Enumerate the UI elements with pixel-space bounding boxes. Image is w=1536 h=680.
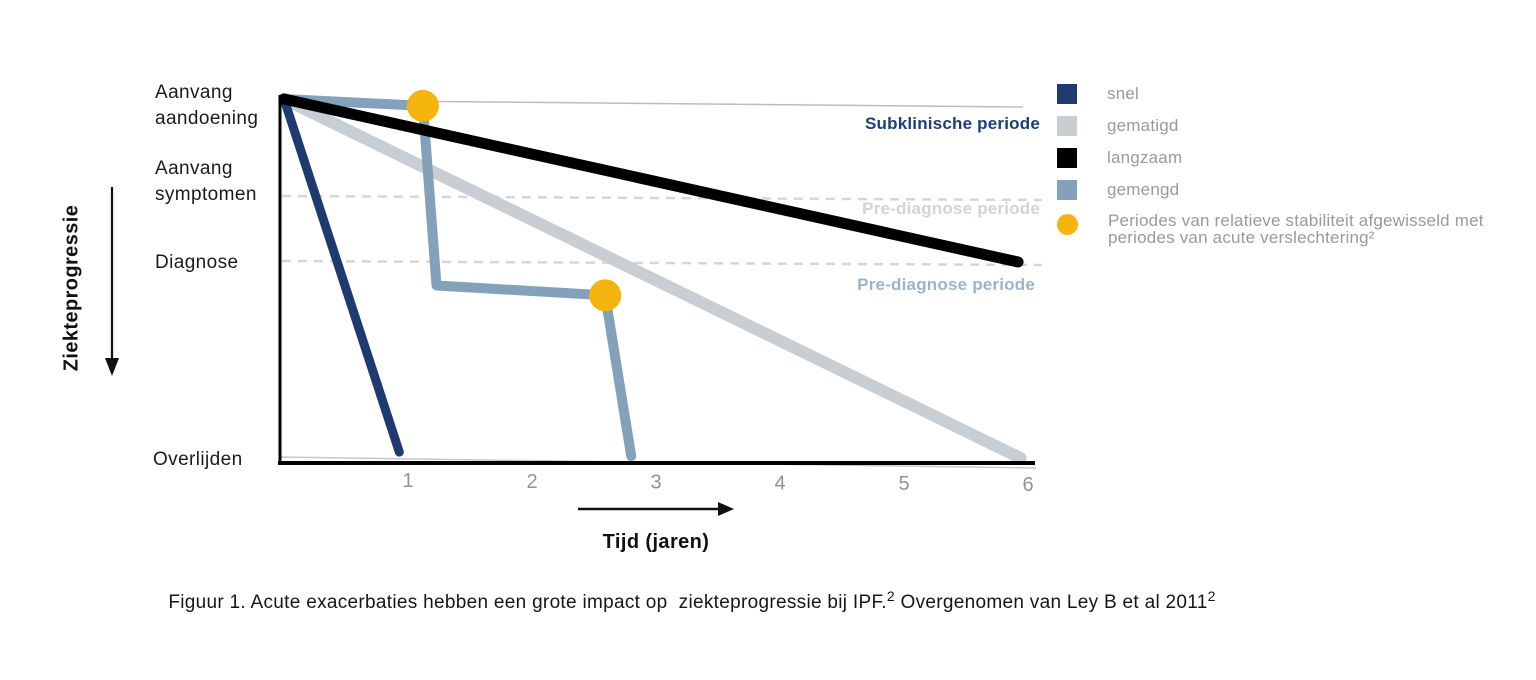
legend-label-langzaam: langzaam bbox=[1107, 148, 1183, 167]
legend-item-gematigd: gematigd bbox=[1057, 116, 1497, 136]
exacerbation-marker-1 bbox=[406, 89, 439, 122]
legend-swatch-snel bbox=[1057, 84, 1077, 104]
time-arrow-icon bbox=[578, 502, 734, 516]
y-stage-label-aanvang-symptomen: Aanvang symptomen bbox=[155, 158, 257, 205]
legend-swatch-langzaam bbox=[1057, 148, 1077, 168]
legend: snel gematigd langzaam gemengd Periodes … bbox=[1057, 84, 1497, 258]
annotation-prediagnose-periode-1: Pre-diagnose periode bbox=[862, 199, 1040, 218]
progression-arrow-icon bbox=[105, 187, 119, 376]
legend-item-snel: snel bbox=[1057, 84, 1497, 104]
series-line-gematigd bbox=[278, 93, 1027, 464]
exacerbation-marker-2 bbox=[589, 279, 622, 312]
x-axis-title: Tijd (jaren) bbox=[602, 531, 710, 553]
x-tick-5: 5 bbox=[898, 473, 909, 495]
series-lines bbox=[278, 93, 1027, 464]
legend-label-exacerbaties: Periodes van relatieve stabiliteit afgew… bbox=[1108, 211, 1484, 247]
series-line-snel bbox=[279, 94, 404, 457]
legend-label-gemengd: gemengd bbox=[1107, 180, 1180, 199]
caption-superscript-2: 2 bbox=[1207, 588, 1216, 604]
legend-label-gematigd: gematigd bbox=[1107, 116, 1179, 135]
legend-swatch-exacerbatie-dot bbox=[1057, 214, 1078, 235]
x-tick-labels: 1 2 3 4 5 6 bbox=[402, 470, 1033, 496]
figure-caption: Figuur 1. Acute exacerbaties hebben een … bbox=[146, 570, 1216, 636]
axes bbox=[278, 95, 1035, 465]
legend-item-langzaam: langzaam bbox=[1057, 148, 1497, 168]
x-tick-2: 2 bbox=[526, 471, 537, 493]
y-axis-title: Ziekteprogressie bbox=[60, 204, 83, 372]
annotation-prediagnose-periode-2: Pre-diagnose periode bbox=[857, 275, 1035, 294]
y-stage-label-aanvang-aandoening: Aanvang aandoening bbox=[155, 82, 259, 129]
legend-item-exacerbaties: Periodes van relatieve stabiliteit afgew… bbox=[1057, 212, 1497, 246]
y-stage-label-overlijden: Overlijden bbox=[153, 449, 243, 470]
legend-swatch-gematigd bbox=[1057, 116, 1077, 136]
caption-text-1: Figuur 1. Acute exacerbaties hebben een … bbox=[168, 592, 887, 613]
annotation-subklinische-periode: Subklinische periode bbox=[865, 114, 1040, 133]
caption-superscript-1: 2 bbox=[886, 588, 895, 604]
exacerbation-markers bbox=[406, 89, 622, 312]
legend-label-snel: snel bbox=[1107, 84, 1139, 103]
legend-item-gemengd: gemengd bbox=[1057, 180, 1497, 200]
y-stage-label-diagnose: Diagnose bbox=[155, 252, 239, 273]
caption-text-2: Overgenomen van Ley B et al 2011 bbox=[894, 592, 1208, 613]
x-tick-1: 1 bbox=[402, 470, 413, 492]
series-line-gemengd bbox=[279, 94, 637, 462]
series-line-langzaam bbox=[278, 93, 1024, 268]
x-tick-6: 6 bbox=[1022, 474, 1033, 496]
x-tick-3: 3 bbox=[650, 472, 661, 494]
legend-swatch-gemengd bbox=[1057, 180, 1077, 200]
x-tick-4: 4 bbox=[774, 472, 785, 494]
